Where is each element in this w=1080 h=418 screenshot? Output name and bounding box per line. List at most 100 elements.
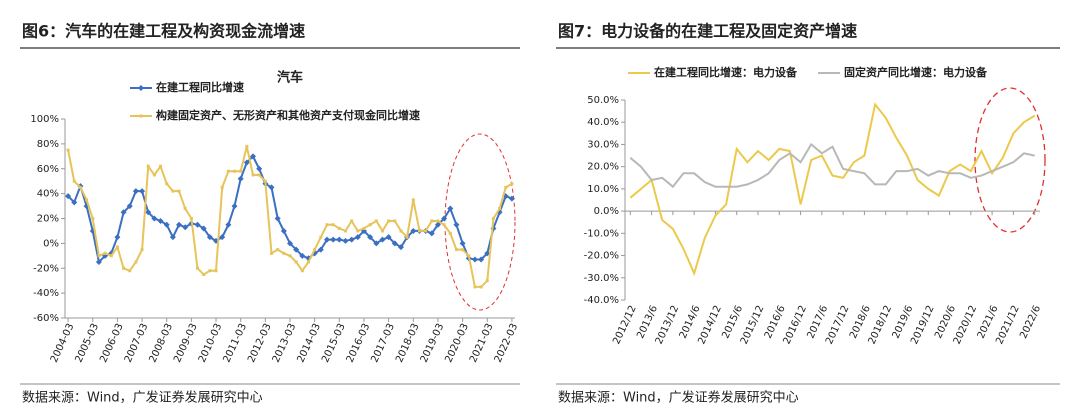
marker	[250, 153, 257, 160]
marker	[202, 272, 206, 276]
legend-label: 构建固定资产、无形资产和其他资产支付现金同比增速	[156, 108, 420, 122]
marker	[368, 223, 372, 227]
marker	[219, 234, 226, 241]
marker	[325, 223, 329, 227]
highlight-ellipse	[974, 87, 1046, 233]
marker	[196, 266, 200, 270]
marker	[177, 189, 181, 193]
y-tick-label: 10.0%	[587, 184, 619, 195]
marker	[268, 184, 275, 191]
marker	[71, 199, 78, 206]
y-tick-label: -20.0%	[584, 251, 619, 262]
marker	[194, 221, 201, 228]
marker	[128, 269, 132, 273]
y-tick-label: 20%	[37, 214, 59, 225]
marker	[72, 179, 76, 183]
y-tick-label: 40%	[37, 189, 59, 200]
marker	[436, 219, 440, 223]
marker	[331, 223, 335, 227]
marker	[441, 215, 448, 222]
marker	[410, 227, 417, 234]
marker	[397, 244, 404, 251]
marker	[447, 205, 454, 212]
y-tick-label: 0.0%	[594, 206, 619, 217]
marker	[257, 173, 261, 177]
marker	[473, 285, 477, 289]
marker	[323, 236, 330, 243]
x-tick-label: 2015-03	[320, 322, 348, 365]
marker	[319, 235, 323, 239]
series-line	[629, 102, 1036, 277]
y-tick-label: -20%	[33, 263, 59, 274]
marker	[362, 226, 366, 230]
marker	[120, 209, 127, 216]
marker	[288, 254, 292, 258]
marker	[485, 279, 489, 283]
source: 数据来源：Wind，广发证券发展研究中心	[558, 390, 799, 406]
y-tick-label: 80%	[37, 139, 59, 150]
marker	[214, 269, 218, 273]
marker	[151, 215, 158, 222]
marker	[274, 215, 281, 222]
marker	[134, 260, 138, 264]
marker	[182, 224, 189, 231]
x-tick-label: 2005-03	[74, 322, 102, 365]
marker	[169, 234, 176, 241]
marker	[97, 254, 101, 258]
marker	[122, 266, 126, 270]
marker	[299, 252, 306, 259]
marker	[424, 229, 428, 233]
x-tick-label: 2012/12	[611, 304, 639, 346]
marker	[115, 245, 119, 249]
marker	[342, 237, 349, 244]
marker	[233, 169, 237, 173]
marker	[399, 229, 403, 233]
marker	[348, 236, 355, 243]
marker	[306, 260, 310, 264]
marker	[300, 269, 304, 273]
marker	[200, 225, 207, 232]
x-tick-label: 2006-03	[98, 322, 126, 365]
legend-label: 在建工程同比增速	[156, 80, 244, 94]
marker	[189, 217, 193, 220]
marker	[385, 234, 392, 241]
marker	[159, 164, 163, 168]
marker	[91, 217, 95, 220]
marker	[287, 240, 293, 247]
marker	[65, 193, 72, 200]
marker	[66, 148, 70, 152]
marker	[337, 226, 341, 230]
x-tick-label: 2013-03	[271, 322, 299, 365]
x-tick-label: 2007-03	[123, 322, 151, 365]
y-tick-label: -40.0%	[584, 295, 619, 306]
legend-marker	[138, 85, 144, 91]
legend-label: 在建工程同比增速：电力设备	[654, 65, 798, 79]
series-line	[629, 142, 1035, 189]
y-tick-label: -30.0%	[584, 273, 619, 284]
marker	[430, 219, 434, 223]
marker	[454, 248, 458, 252]
marker	[417, 229, 421, 233]
marker	[146, 164, 150, 168]
figure-title: 图6：汽车的在建工程及构资现金流增速	[22, 22, 305, 41]
marker	[237, 175, 244, 182]
marker	[270, 251, 274, 255]
source: 数据来源：Wind，广发证券发展研究中心	[22, 390, 263, 406]
marker	[393, 219, 397, 223]
marker	[313, 248, 317, 252]
x-tick-label: 2019-03	[419, 322, 447, 365]
marker	[85, 198, 89, 202]
figure-title: 图7：电力设备的在建工程及固定资产增速	[558, 22, 857, 41]
x-tick-label: 2016-03	[345, 322, 373, 365]
marker	[126, 203, 133, 210]
x-tick-label: 2022-03	[493, 322, 521, 365]
x-tick-label: 2018-03	[394, 322, 422, 365]
marker	[243, 159, 250, 166]
marker	[226, 169, 230, 173]
x-tick-label: 2022/6	[1018, 304, 1043, 341]
marker	[245, 144, 249, 148]
x-tick-label: 2021-03	[468, 322, 496, 365]
marker	[484, 250, 491, 257]
marker	[479, 285, 483, 289]
